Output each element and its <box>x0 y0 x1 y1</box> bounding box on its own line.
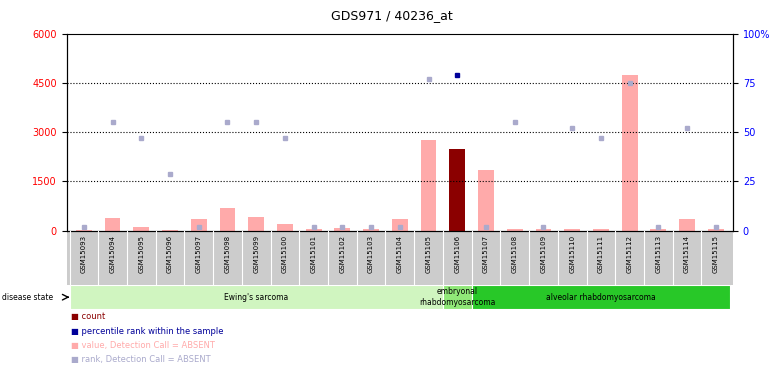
Bar <box>220 209 235 231</box>
Bar <box>564 229 580 231</box>
Bar <box>277 224 293 231</box>
Text: GSM15093: GSM15093 <box>81 235 87 273</box>
Text: GSM15105: GSM15105 <box>426 235 431 273</box>
Text: GSM15097: GSM15097 <box>196 235 201 273</box>
Bar <box>443 285 472 309</box>
Bar <box>472 285 730 309</box>
Text: GSM15094: GSM15094 <box>110 235 115 273</box>
Bar <box>679 219 695 231</box>
Text: Ewing's sarcoma: Ewing's sarcoma <box>224 292 289 302</box>
Bar <box>506 229 523 231</box>
Bar <box>593 229 609 231</box>
Bar <box>622 75 637 231</box>
Bar <box>249 216 264 231</box>
Text: GSM15115: GSM15115 <box>713 235 719 273</box>
Text: GSM15106: GSM15106 <box>454 235 460 273</box>
Text: ■ value, Detection Call = ABSENT: ■ value, Detection Call = ABSENT <box>71 341 215 350</box>
Text: ■ count: ■ count <box>71 312 105 321</box>
Text: GSM15111: GSM15111 <box>598 235 604 273</box>
Bar <box>133 227 149 231</box>
Bar <box>449 148 465 231</box>
Text: GSM15096: GSM15096 <box>167 235 173 273</box>
Bar <box>76 230 92 231</box>
Bar <box>306 229 321 231</box>
Text: alveolar rhabdomyosarcoma: alveolar rhabdomyosarcoma <box>546 292 655 302</box>
Bar <box>191 219 207 231</box>
Bar <box>651 229 666 231</box>
Text: GSM15112: GSM15112 <box>626 235 633 273</box>
Text: GSM15102: GSM15102 <box>339 235 346 273</box>
Text: GSM15114: GSM15114 <box>684 235 690 273</box>
Bar <box>105 217 121 231</box>
Bar <box>708 229 724 231</box>
Bar <box>535 229 551 231</box>
Text: ■ rank, Detection Call = ABSENT: ■ rank, Detection Call = ABSENT <box>71 355 210 364</box>
Bar <box>363 229 379 231</box>
Bar <box>478 170 494 231</box>
Text: GSM15100: GSM15100 <box>282 235 288 273</box>
Text: GSM15109: GSM15109 <box>540 235 546 273</box>
Bar <box>421 140 437 231</box>
Text: disease state: disease state <box>2 292 53 302</box>
Text: GSM15108: GSM15108 <box>512 235 517 273</box>
Text: GSM15098: GSM15098 <box>224 235 230 273</box>
Text: GSM15099: GSM15099 <box>253 235 260 273</box>
Text: GSM15104: GSM15104 <box>397 235 403 273</box>
Bar <box>70 285 443 309</box>
Text: ■ percentile rank within the sample: ■ percentile rank within the sample <box>71 327 223 336</box>
Text: GSM15103: GSM15103 <box>368 235 374 273</box>
Bar <box>335 228 350 231</box>
Text: GSM15110: GSM15110 <box>569 235 575 273</box>
Bar <box>392 219 408 231</box>
Text: GSM15095: GSM15095 <box>138 235 144 273</box>
Text: GSM15113: GSM15113 <box>655 235 662 273</box>
Text: GSM15101: GSM15101 <box>310 235 317 273</box>
Bar <box>162 230 178 231</box>
Text: embryonal
rhabdomyosarcoma: embryonal rhabdomyosarcoma <box>419 288 495 307</box>
Text: GSM15107: GSM15107 <box>483 235 489 273</box>
Text: GDS971 / 40236_at: GDS971 / 40236_at <box>331 9 453 22</box>
